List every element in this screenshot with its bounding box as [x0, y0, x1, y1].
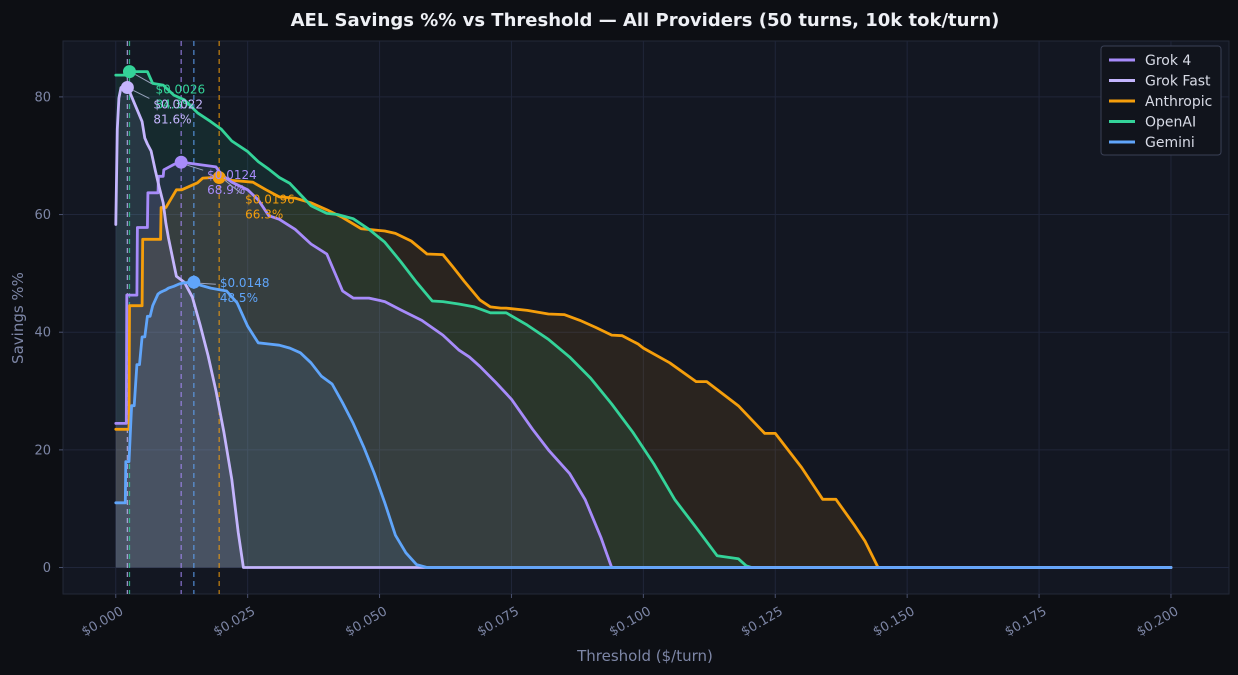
annotation-leader [187, 164, 204, 171]
y-tick-label: 40 [34, 326, 51, 341]
legend-label: OpenAI [1145, 115, 1196, 131]
fill-gemini [115, 282, 1171, 568]
annotation-leader [199, 282, 216, 285]
optimum-marker [212, 170, 226, 184]
fill-anthropic [115, 177, 1171, 568]
annotation-percent: 68.9% [207, 183, 245, 197]
line-gemini [114, 280, 1173, 569]
y-axis-label: Savings %% [9, 272, 27, 364]
legend: Grok 4 Grok Fast Anthropic OpenAI Gemini [1100, 45, 1222, 156]
annotation-leader [135, 74, 152, 85]
optimum-marker [122, 65, 136, 79]
annotation-percent: 81.6% [153, 112, 191, 126]
line-openai [114, 70, 1173, 569]
annotation-leader [224, 180, 242, 194]
optimum-marker [120, 80, 134, 94]
y-axis-ticks: 0 20 40 60 80 [34, 90, 63, 576]
annotation-value: $0.0148 [220, 276, 270, 290]
chart-title: AEL Savings %% vs Threshold — All Provid… [291, 10, 1000, 31]
annotation-percent: 48.5% [220, 291, 258, 305]
legend-box [1100, 45, 1222, 156]
plot-area [62, 40, 1230, 595]
legend-label: Grok Fast [1145, 74, 1211, 90]
x-axis-label: Threshold ($/turn) [576, 647, 713, 665]
annotation-value: $0.0022 [153, 97, 203, 111]
annotation-value: $0.0124 [207, 168, 257, 182]
annotation-percent: 84.3% [155, 98, 193, 112]
annotation-value: $0.0196 [245, 192, 295, 206]
legend-label: Gemini [1145, 135, 1195, 151]
annotation-percent: 66.3% [245, 207, 283, 221]
optimum-markers [120, 65, 226, 289]
legend-label: Grok 4 [1145, 53, 1191, 69]
line-anthropic [114, 176, 1173, 569]
annotation-leader [133, 90, 150, 99]
fill-grok-fast [115, 87, 1171, 568]
optimum-annotations: $0.002684.3%$0.002281.6%$0.012468.9%$0.0… [133, 74, 295, 305]
y-tick-label: 60 [34, 208, 51, 223]
y-tick-label: 20 [34, 443, 51, 458]
threshold-lines [126, 41, 220, 594]
legend-label: Anthropic [1145, 94, 1212, 110]
optimum-marker [174, 155, 188, 169]
fill-grok-4 [115, 162, 1171, 568]
annotation-value: $0.0026 [155, 83, 205, 97]
y-tick-label: 0 [43, 561, 51, 576]
fill-openai [115, 71, 1171, 568]
y-tick-label: 80 [34, 90, 51, 105]
optimum-marker [187, 275, 201, 289]
series-fills [115, 71, 1171, 568]
